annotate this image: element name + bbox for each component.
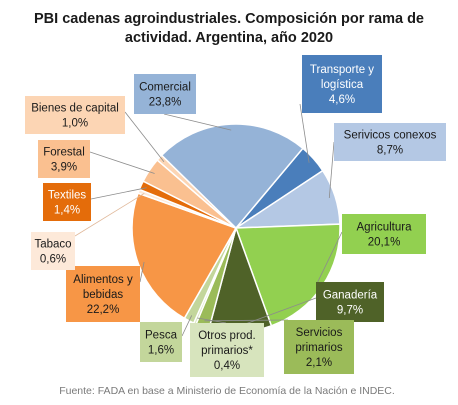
slice-value-label: 9,7% — [337, 305, 363, 317]
leader-lines — [74, 103, 343, 337]
slice-label-box — [334, 123, 446, 161]
source-note: Fuente: FADA en base a Ministerio de Eco… — [59, 385, 395, 397]
slice-name-label: Servicios — [296, 327, 343, 339]
slice-label-box — [342, 214, 426, 254]
chart-title-line-1: PBI cadenas agroindustriales. Composició… — [34, 11, 424, 27]
slice-value-label: 0,6% — [40, 254, 66, 266]
slice-name-label: Comercial — [139, 82, 191, 94]
leader-line — [240, 297, 317, 327]
slice-labels: Transporte y logística 4,6% Serivicos conex… — [25, 55, 446, 377]
slice-name-label: Tabaco — [34, 239, 71, 251]
leader-line — [299, 103, 310, 163]
slice-label-box — [25, 96, 125, 134]
slice-label-box — [302, 55, 382, 113]
leader-line — [204, 319, 289, 322]
slice-value-label: 4,6% — [329, 94, 355, 106]
slice-value-label: 2,1% — [306, 357, 332, 369]
slice-name-label: Bienes de capital — [31, 103, 119, 115]
slice-name-label: Pesca — [145, 330, 178, 342]
slice-label-box — [38, 140, 90, 178]
slice-label-box — [31, 232, 75, 270]
slice-label-box — [134, 74, 196, 114]
slice-value-label: 20,1% — [368, 237, 401, 249]
slice-value-label: 22,2% — [87, 304, 120, 316]
slice-name-label: Textiles — [48, 190, 87, 202]
slice-name-label: primarios* — [201, 345, 253, 357]
slice-name-label: bebidas — [83, 289, 124, 301]
leader-line — [181, 315, 193, 337]
slice-name-label: Ganadería — [323, 290, 378, 302]
leader-line — [139, 261, 145, 283]
slice-value-label: 3,9% — [51, 162, 77, 174]
leader-line — [90, 187, 147, 200]
slice-value-label: 1,0% — [62, 118, 88, 130]
slice-name-label: Agricultura — [357, 222, 413, 234]
slice-value-label: 1,4% — [54, 205, 80, 217]
slice-value-label: 0,4% — [214, 360, 240, 372]
leader-line — [197, 317, 227, 324]
slice-label-box — [190, 323, 264, 377]
pie-slices — [131, 123, 341, 333]
leader-line — [316, 231, 343, 283]
slice-label-box — [284, 320, 354, 374]
slice-name-label: Forestal — [43, 147, 85, 159]
slice-label-box — [43, 183, 91, 221]
slice-name-label: Transporte y — [310, 64, 374, 76]
pie-slice — [131, 192, 238, 320]
leader-line — [89, 151, 155, 174]
leader-line — [163, 113, 232, 131]
slice-name-label: Alimentos y — [73, 274, 133, 286]
chart-title-line-2: actividad. Argentina, año 2020 — [125, 30, 333, 46]
leader-line — [328, 141, 335, 199]
slice-value-label: 1,6% — [148, 345, 174, 357]
slice-name-label: primarios — [295, 342, 343, 354]
slice-label-box — [316, 282, 384, 322]
slice-label-box — [66, 266, 140, 322]
pie-slice — [160, 123, 304, 230]
slice-label-box — [140, 322, 182, 362]
slice-name-label: logística — [321, 79, 364, 91]
slice-name-label: Serivicos conexos — [344, 130, 437, 142]
slice-value-label: 23,8% — [149, 97, 182, 109]
leader-line — [74, 193, 145, 237]
slice-value-label: 8,7% — [377, 145, 403, 157]
slice-name-label: Otros prod. — [198, 330, 256, 342]
leader-line — [124, 111, 165, 162]
